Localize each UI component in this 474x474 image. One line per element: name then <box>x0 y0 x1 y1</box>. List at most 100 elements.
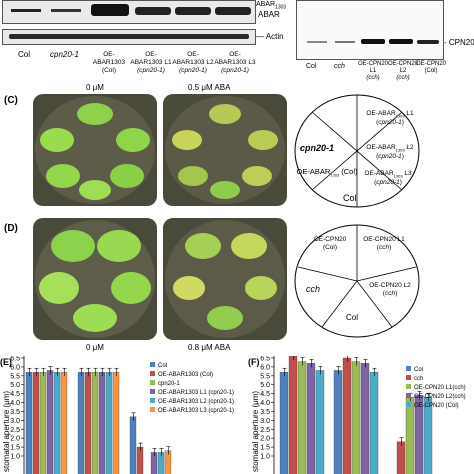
chart-f-legend-swatch <box>406 375 411 380</box>
chart-f-legend-label: cch <box>414 376 423 382</box>
chart-e-tick-label: 5.0 <box>10 382 20 389</box>
chart-f-bar <box>306 363 316 474</box>
chart-f-y-label: stomatal aperture (μm) <box>251 391 260 472</box>
lane-oe-abar-l3: OE-ABAR1303 L3 (cpn20-1) <box>214 51 256 74</box>
panel-f-letter: (F) <box>248 357 260 367</box>
chart-f-bar <box>297 361 307 474</box>
plate-d-aba <box>163 218 287 340</box>
chart-f-tick-label: 6.0 <box>260 364 270 371</box>
chart-f-bar <box>279 372 289 474</box>
chart-e-tick-label: 2.5 <box>10 427 20 434</box>
chart-e-legend-label: OE-ABAR1303 L3 (cpn20-1) <box>158 408 234 414</box>
layout-diagram-d <box>294 224 420 338</box>
cpn20-band-cch <box>335 41 355 43</box>
chart-f-tick-label: 3.0 <box>260 418 270 425</box>
chart-f-tick-label: 4.5 <box>260 391 270 398</box>
lane-oe-abar: OE-ABAR1303 (Col) <box>92 51 126 74</box>
cpn20-band-oe <box>417 40 439 44</box>
plate-c-label-1: 0.5 μM ABA <box>188 83 231 92</box>
layout-d-bottom: Col <box>346 313 359 322</box>
chart-f-tick-label: 5.5 <box>260 373 270 380</box>
plate-d-control-photo <box>33 218 157 340</box>
plate-c-label-0: 0 μM <box>86 83 104 92</box>
layout-d-right: OE-CPN20 L2 (cch) <box>369 282 411 297</box>
cpn20-band-label: - CPN20 <box>444 38 474 47</box>
chart-f-bar <box>405 397 415 474</box>
cpn20-band-l1 <box>361 39 385 44</box>
layout-c-left: cpn20-1 <box>300 143 335 153</box>
chart-f-bar <box>288 356 298 474</box>
lane-col: Col <box>18 50 31 59</box>
chart-f-tick-label: 5.0 <box>260 382 270 389</box>
layout-c-right: OE-ABAR1303 L2 (cpn20-1) <box>366 144 414 160</box>
chart-f-tick-label: 4.0 <box>260 400 270 407</box>
chart-e-legend-swatch <box>150 380 155 385</box>
chart-e-tick-label: 4.0 <box>10 400 20 407</box>
chart-e-tick-label: 5.5 <box>10 373 20 380</box>
chart-f-bar <box>396 441 406 474</box>
cpn20-band-l2 <box>389 39 413 44</box>
chart-e-bar <box>53 372 61 474</box>
chart-f-legend-swatch <box>406 366 411 371</box>
panel-c-letter: (C) <box>4 95 18 106</box>
chart-f-tick-label: 6.5 <box>260 356 270 363</box>
layout-c-bottom: Col <box>343 193 357 203</box>
chart-e-legend-swatch <box>150 407 155 412</box>
chart-f-bar <box>342 357 352 474</box>
chart-f-legend-label: OE-CPN20 (Col) <box>414 403 459 409</box>
chart-f-legend-swatch <box>406 393 411 398</box>
chart-e-bar <box>32 372 40 474</box>
plate-c-control-photo <box>33 94 157 206</box>
chart-e-legend-swatch <box>150 389 155 394</box>
lane-b-oe: OE-CPN20 (Col) <box>416 61 447 74</box>
abar-band-l3 <box>215 7 251 15</box>
chart-f-bar <box>423 397 433 474</box>
chart-e-tick-label: 1.5 <box>10 445 20 452</box>
chart-f-bar <box>315 370 325 474</box>
chart-e-bar <box>77 372 85 474</box>
chart-e-tick-label: 3.0 <box>10 418 20 425</box>
chart-e-bar <box>84 372 92 474</box>
lane-b-col: Col <box>306 63 317 70</box>
chart-e-bar <box>129 416 137 474</box>
lane-b-oe-l2: OE-CPN20 L2 (cch) <box>387 61 418 81</box>
chart-e-legend-swatch <box>150 362 155 367</box>
layout-c-lower-left: OE-ABAR1303 (Col) <box>296 167 358 178</box>
chart-e-tick-label: 4.5 <box>10 391 20 398</box>
chart-e-tick-label: 1.0 <box>10 454 20 461</box>
chart-e-bar <box>39 372 47 474</box>
actin-band-row <box>9 34 249 39</box>
panel-d-letter: (D) <box>4 223 18 234</box>
chart-e-bar <box>164 450 172 474</box>
chart-e-bar <box>25 372 33 474</box>
layout-d-top-right: OE-CPN20 L1 (cch) <box>363 236 405 251</box>
chart-f-bar <box>351 361 361 474</box>
chart-f-tick-label: 2.0 <box>260 436 270 443</box>
chart-e-bar <box>112 372 120 474</box>
chart-e-bar <box>105 372 113 474</box>
chart-e-y-label: stomatal aperture (μm) <box>2 391 11 472</box>
layout-c-lower-right: OE-ABAR1303 L3 (cpn20-1) <box>364 170 412 186</box>
abar-blot <box>2 0 256 24</box>
lane-oe-abar-l2: OE-ABAR1303 L2 (cpn20-1) <box>172 51 214 74</box>
chart-e-tick-label: 6.0 <box>10 364 20 371</box>
chart-e-bar <box>46 370 54 474</box>
plate-d-aba-photo <box>163 218 287 340</box>
plate-c-aba-photo <box>163 94 287 206</box>
chart-e-legend-swatch <box>150 398 155 403</box>
plate-d-control <box>33 218 157 340</box>
abar-band-l1 <box>135 7 171 15</box>
abar-band-col <box>11 9 41 12</box>
chart-f-bar <box>414 395 424 474</box>
chart-f-tick-label: 1.5 <box>260 445 270 452</box>
chart-e-tick-label: 6.5 <box>10 356 20 363</box>
plate-d-label-1: 0.8 μM ABA <box>188 343 231 352</box>
layout-d-left: cch <box>306 284 321 294</box>
chart-f-legend-swatch <box>406 402 411 407</box>
lane-cpn20: cpn20-1 <box>50 50 79 59</box>
lane-b-oe-l1: OE-CPN20 L1 (cch) <box>357 61 388 81</box>
chart-f-bar <box>360 363 370 474</box>
chart-e-bar <box>98 372 106 474</box>
chart-e-bar <box>136 446 144 474</box>
chart-e: 1.0 1.5 2.0 2.5 3.0 3.5 4.0 4.5 5.0 5.5 6.06.5 stom… <box>2 356 234 474</box>
